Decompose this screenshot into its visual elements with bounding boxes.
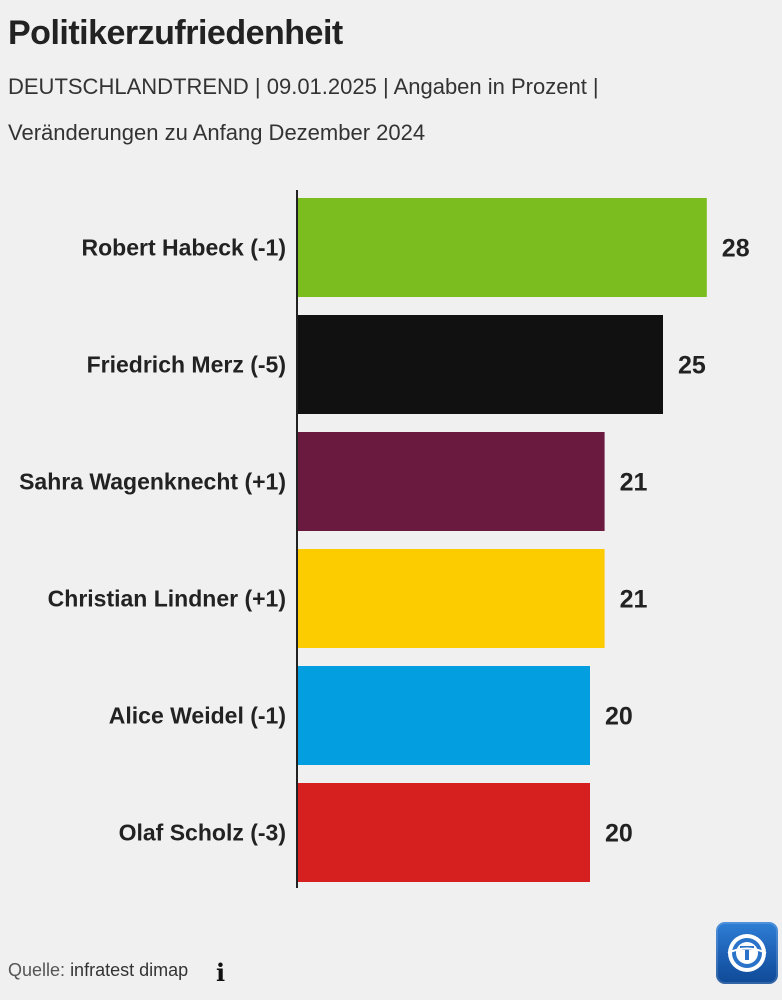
category-label: Robert Habeck (-1) [82,235,286,261]
bar [298,549,605,648]
source-note: Quelle: infratest dimap [8,960,188,981]
value-label: 25 [678,352,706,380]
bar [298,666,590,765]
logo-globe-icon [727,934,767,972]
value-label: 21 [620,469,648,497]
bar [298,315,663,414]
category-label: Sahra Wagenknecht (+1) [19,469,286,495]
source-prefix: Quelle: [8,960,66,980]
category-label: Alice Weidel (-1) [109,703,286,729]
category-label: Olaf Scholz (-3) [119,820,286,846]
category-label: Friedrich Merz (-5) [87,352,286,378]
value-label: 20 [605,820,633,848]
source-name: infratest dimap [70,960,189,980]
bar [298,198,707,297]
chart-subtitle-line1: DEUTSCHLANDTREND | 09.01.2025 | Angaben … [8,74,599,99]
chart-title: Politikerzufriedenheit [8,14,343,52]
value-label: 20 [605,703,633,731]
value-label: 21 [620,586,648,614]
value-label: 28 [722,235,750,263]
bar [298,783,590,882]
chart-subtitle-line2: Veränderungen zu Anfang Dezember 2024 [8,120,426,145]
category-label: Christian Lindner (+1) [48,586,286,612]
bar [298,432,605,531]
tagesschau-logo[interactable] [716,922,778,984]
bar-chart: Robert Habeck (-1) 28 Friedrich Merz (-5) 2… [19,190,750,888]
info-icon[interactable]: i [216,958,226,987]
